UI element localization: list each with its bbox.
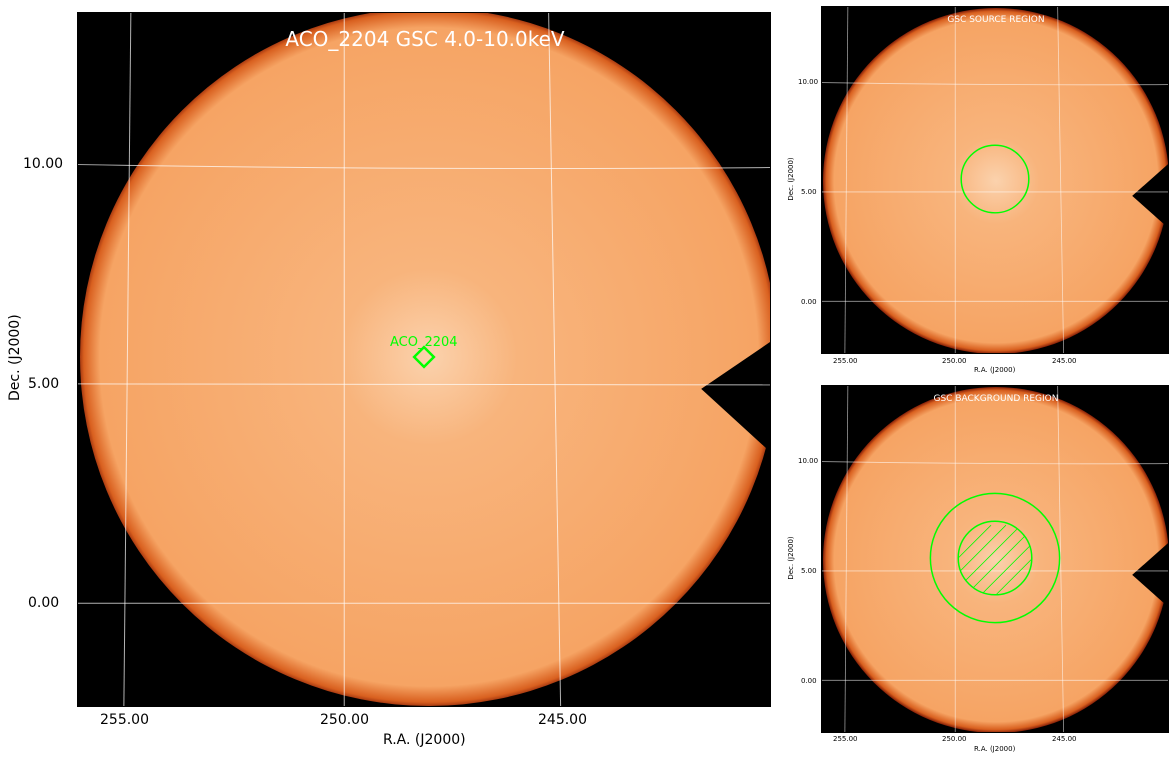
main-sky-image <box>78 13 770 706</box>
bkg-xtick-255: 255.00 <box>833 735 858 743</box>
detector-notch <box>701 342 770 452</box>
main-ytick-0: 0.00 <box>28 595 60 611</box>
bkg-ylabel: Dec. (J2000) <box>787 536 795 580</box>
main-image-panel[interactable]: ACO_2204 GSC 4.0-10.0keV ACO_2204 <box>77 12 771 707</box>
source-panel-title: GSC SOURCE REGION <box>947 15 1045 25</box>
source-label: ACO_2204 <box>390 335 458 350</box>
src-xtick-255: 255.00 <box>833 357 858 365</box>
background-panel-title: GSC BACKGROUND REGION <box>933 394 1059 404</box>
src-xtick-250: 250.00 <box>942 357 967 365</box>
main-xlabel: R.A. (J2000) <box>383 732 466 748</box>
background-outer-circle <box>929 492 1061 624</box>
background-region-panel[interactable]: GSC BACKGROUND REGION <box>821 385 1169 733</box>
bkg-xtick-245: 245.00 <box>1052 735 1077 743</box>
main-ytick-10: 10.00 <box>23 156 64 172</box>
bkg-xtick-250: 250.00 <box>942 735 967 743</box>
src-ytick-10: 10.00 <box>798 78 819 86</box>
source-region-panel[interactable]: GSC SOURCE REGION <box>821 6 1169 354</box>
source-marker <box>412 345 436 369</box>
main-xtick-245: 245.00 <box>538 712 587 728</box>
detector-disk <box>80 13 770 706</box>
background-inner-circle <box>957 520 1033 596</box>
source-region-circle <box>960 144 1030 214</box>
main-title: ACO_2204 GSC 4.0-10.0keV <box>285 27 565 51</box>
bkg-ytick-10: 10.00 <box>798 457 819 465</box>
bkg-ytick-5: 5.00 <box>801 567 817 575</box>
src-ytick-0: 0.00 <box>801 298 817 306</box>
src-xtick-245: 245.00 <box>1052 357 1077 365</box>
source-sky-image <box>822 7 1168 353</box>
src-ytick-5: 5.00 <box>801 188 817 196</box>
src-ylabel: Dec. (J2000) <box>787 157 795 201</box>
bkg-ytick-0: 0.00 <box>801 677 817 685</box>
main-ytick-5: 5.00 <box>28 376 60 392</box>
main-ylabel: Dec. (J2000) <box>7 314 23 401</box>
background-sky-image <box>822 386 1168 732</box>
src-xlabel: R.A. (J2000) <box>974 366 1016 374</box>
main-xtick-250: 250.00 <box>320 712 369 728</box>
main-xtick-255: 255.00 <box>100 712 149 728</box>
bkg-xlabel: R.A. (J2000) <box>974 745 1016 753</box>
